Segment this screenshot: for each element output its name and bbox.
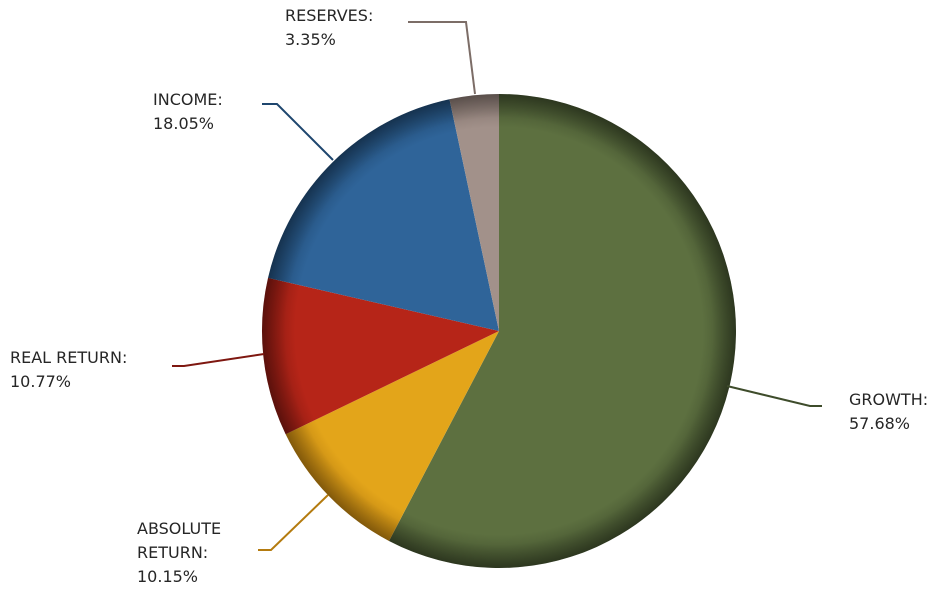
label-real-return-name: REAL RETURN: xyxy=(10,348,128,367)
leader-line-growth xyxy=(726,385,822,407)
label-reserves: RESERVES: 3.35% xyxy=(285,4,373,52)
label-absolute-return-name-line2: RETURN: xyxy=(137,543,209,562)
leader-line-income xyxy=(262,103,334,161)
label-absolute-return-value: 10.15% xyxy=(137,567,199,586)
leader-line-absolute-return xyxy=(258,494,329,551)
leader-line-real-return xyxy=(172,353,265,367)
pie-slices xyxy=(262,94,737,568)
label-growth-name: GROWTH: xyxy=(849,390,929,409)
leader-lines xyxy=(172,21,822,551)
leader-line-reserves xyxy=(408,21,476,95)
label-absolute-return-name-line1: ABSOLUTE xyxy=(137,519,222,538)
label-reserves-name: RESERVES: xyxy=(285,6,374,25)
label-income-value: 18.05% xyxy=(153,114,215,133)
label-growth: GROWTH: 57.68% xyxy=(849,388,928,436)
label-income-name: INCOME: xyxy=(153,90,223,109)
label-absolute-return: ABSOLUTE RETURN: 10.15% xyxy=(137,517,221,589)
label-real-return: REAL RETURN: 10.77% xyxy=(10,346,127,394)
label-real-return-value: 10.77% xyxy=(10,372,72,391)
label-income: INCOME: 18.05% xyxy=(153,88,223,136)
label-growth-value: 57.68% xyxy=(849,414,911,433)
label-reserves-value: 3.35% xyxy=(285,30,336,49)
